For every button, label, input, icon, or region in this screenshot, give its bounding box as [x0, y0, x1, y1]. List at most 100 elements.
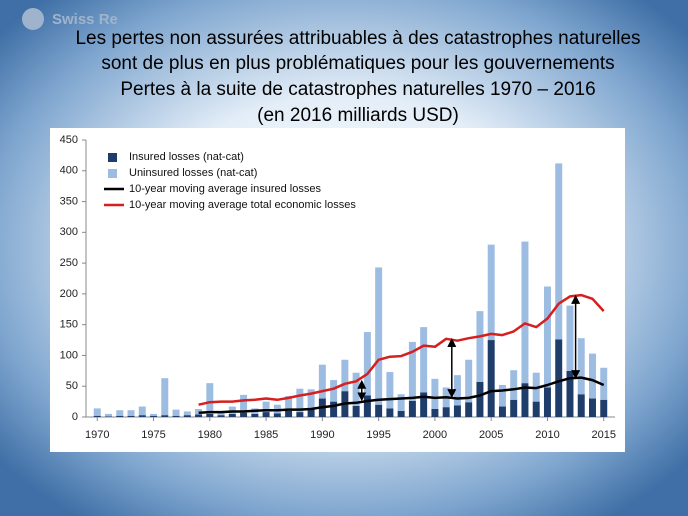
bar-segment: [577, 394, 585, 417]
bar-segment: [307, 408, 315, 417]
bar-segment: [465, 359, 473, 403]
x-tick-label: 2010: [535, 429, 559, 441]
bar-segment: [285, 396, 293, 411]
bar-segment: [240, 394, 248, 413]
x-tick-label: 1980: [198, 429, 222, 441]
bar-segment: [262, 401, 270, 413]
y-tick-label: 400: [60, 165, 78, 177]
bar-segment: [543, 286, 551, 388]
bar-segment: [330, 401, 338, 417]
bar-segment: [330, 380, 338, 402]
bar-segment: [589, 398, 596, 417]
bar-segment: [555, 339, 563, 417]
x-tick-label: 1995: [366, 429, 390, 441]
bar-segment: [206, 413, 214, 417]
bar-segment: [138, 415, 146, 417]
legend-label: Insured losses (nat-cat): [129, 151, 244, 163]
bar-segment: [116, 410, 124, 416]
x-tick-label: 1990: [310, 429, 334, 441]
bar-segment: [228, 406, 236, 414]
bar-segment: [363, 332, 371, 396]
bar-segment: [386, 408, 394, 417]
bar-segment: [543, 387, 551, 417]
bar-segment: [352, 405, 360, 417]
bar-segment: [127, 410, 135, 416]
logo-icon: [22, 8, 44, 30]
bar-segment: [228, 413, 236, 417]
legend-swatch: [108, 169, 117, 178]
x-tick-label: 2000: [423, 429, 447, 441]
title-line: Pertes à la suite de catastrophes nature…: [120, 79, 595, 100]
bar-segment: [476, 311, 484, 382]
bar-segment: [476, 381, 484, 417]
bar-segment: [138, 406, 146, 416]
bar-segment: [532, 401, 540, 417]
bar-segment: [93, 415, 101, 417]
bar-segment: [498, 406, 506, 417]
legend-label: Uninsured losses (nat-cat): [129, 167, 257, 179]
y-tick-label: 50: [66, 380, 78, 392]
bar-segment: [363, 395, 371, 417]
bar-segment: [600, 399, 608, 417]
bar-segment: [566, 305, 574, 371]
moving-average-line: [198, 293, 605, 406]
bar-segment: [521, 241, 529, 384]
bar-segment: [217, 412, 225, 416]
chart: 0 50 100 150 200 250 300 350 400 450 1970 1975 1980 1…: [60, 134, 616, 441]
y-tick-label: 100: [60, 349, 78, 361]
bar-segment: [566, 370, 574, 417]
moving-average-line: [198, 376, 605, 414]
bar-segment: [296, 388, 304, 413]
bar-segment: [105, 413, 112, 417]
bar-segment: [431, 408, 439, 417]
bar-segment: [217, 415, 225, 417]
bar-segment: [183, 415, 191, 417]
x-tick-label: 1975: [141, 429, 165, 441]
bar-segment: [251, 413, 259, 417]
bar-segment: [116, 415, 124, 417]
y-tick-label: 450: [60, 134, 78, 146]
bar-segment: [206, 383, 214, 414]
bar-segment: [487, 244, 495, 341]
bar-segment: [431, 378, 439, 409]
bar-segment: [273, 413, 281, 417]
bar-segment: [93, 408, 101, 416]
x-tick-label: 1970: [85, 429, 109, 441]
bar-segment: [453, 375, 461, 406]
bar-segment: [375, 404, 383, 417]
bar-segment: [352, 372, 360, 406]
y-tick-label: 0: [72, 411, 78, 423]
bar-segment: [397, 394, 405, 411]
bar-segment: [375, 267, 383, 405]
title-line: (en 2016 milliards USD): [257, 105, 459, 126]
bar-segment: [161, 378, 169, 416]
bar-segment: [487, 340, 495, 417]
bar-segment: [420, 327, 428, 393]
bar-segment: [386, 372, 394, 409]
legend-label: 10-year moving average insured losses: [129, 183, 321, 195]
y-tick-label: 300: [60, 226, 78, 238]
x-tick-label: 1985: [254, 429, 278, 441]
bar-segment: [510, 399, 518, 417]
bar-segment: [240, 412, 248, 417]
bar-segment: [172, 415, 180, 417]
bar-segment: [453, 405, 461, 417]
bar-segment: [510, 370, 518, 400]
bar-segment: [341, 359, 349, 392]
y-tick-label: 250: [60, 257, 78, 269]
bar-segment: [127, 415, 135, 417]
bar-segment: [589, 353, 596, 399]
bar-segment: [318, 364, 326, 399]
chart-panel: [50, 128, 625, 452]
bar-segment: [296, 412, 304, 417]
legend-label: 10-year moving average total economic lo…: [129, 199, 356, 211]
y-tick-label: 350: [60, 195, 78, 207]
bar-segment: [105, 416, 112, 417]
bar-segment: [555, 163, 563, 340]
logo: Swiss Re: [22, 8, 118, 30]
bar-segment: [420, 392, 428, 417]
bar-segment: [183, 411, 191, 416]
bar-segment: [285, 410, 293, 417]
logo-text: Swiss Re: [52, 11, 118, 28]
